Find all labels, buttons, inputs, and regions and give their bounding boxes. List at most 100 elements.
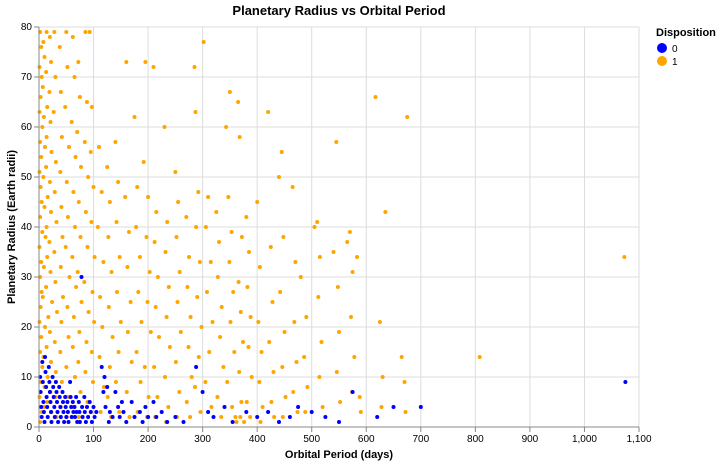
point-disposition-0 [165,420,170,424]
point-disposition-0 [49,410,53,414]
point-disposition-0 [623,380,628,384]
point-disposition-1 [399,355,404,359]
point-disposition-0 [211,415,216,419]
point-disposition-1 [178,330,183,334]
point-disposition-1 [92,320,97,324]
point-disposition-1 [192,65,197,69]
point-disposition-0 [350,390,355,394]
point-disposition-1 [201,40,206,44]
point-disposition-1 [67,275,72,279]
point-disposition-0 [194,365,199,369]
point-disposition-1 [49,210,53,214]
y-axis-ticks: 0 10 20 30 40 50 60 70 80 [21,22,39,433]
point-disposition-1 [86,310,91,314]
point-disposition-1 [302,355,307,359]
x-tick-label: 400 [249,434,266,445]
point-disposition-0 [41,400,46,404]
point-disposition-1 [47,35,52,39]
point-disposition-1 [188,315,193,319]
point-disposition-1 [76,360,81,364]
point-disposition-0 [65,410,70,414]
point-disposition-1 [73,375,77,379]
point-disposition-0 [124,420,129,424]
point-disposition-1 [146,395,151,399]
point-disposition-0 [88,410,93,414]
point-disposition-1 [75,130,80,134]
point-disposition-1 [402,380,407,384]
point-disposition-1 [87,30,92,34]
point-disposition-1 [41,175,46,179]
point-disposition-1 [237,135,242,139]
point-disposition-1 [277,175,281,179]
point-disposition-1 [66,335,71,339]
point-disposition-1 [304,315,309,319]
point-disposition-0 [42,420,47,424]
point-disposition-1 [163,375,167,379]
point-disposition-1 [278,290,283,294]
point-disposition-1 [134,350,139,354]
point-disposition-1 [166,285,171,289]
point-disposition-1 [233,415,238,419]
y-tick-label: 80 [21,22,33,33]
point-disposition-1 [59,205,64,209]
point-disposition-1 [347,230,352,234]
point-disposition-0 [44,385,49,389]
point-disposition-0 [121,410,126,414]
point-disposition-1 [215,395,220,399]
point-disposition-1 [128,300,133,304]
point-disposition-1 [67,145,71,149]
point-disposition-0 [80,405,85,409]
point-disposition-1 [157,335,161,339]
point-disposition-1 [73,155,78,159]
point-disposition-0 [77,410,82,414]
point-disposition-1 [53,280,58,284]
point-disposition-1 [58,350,63,354]
y-tick-label: 50 [21,172,33,183]
y-tick-label: 60 [21,122,33,133]
point-disposition-1 [70,345,75,349]
point-disposition-1 [63,245,68,249]
point-disposition-1 [45,375,50,379]
point-disposition-1 [49,360,53,364]
point-disposition-0 [86,415,91,419]
point-disposition-0 [47,380,52,384]
point-disposition-0 [51,385,56,389]
point-disposition-1 [64,365,69,369]
point-disposition-1 [76,415,81,419]
x-tick-label: 100 [85,434,102,445]
point-disposition-1 [232,350,237,354]
point-disposition-1 [270,300,275,304]
point-disposition-1 [246,345,251,349]
legend-label-0: 0 [672,44,678,55]
point-disposition-1 [89,350,94,354]
x-tick-label: 700 [412,434,429,445]
point-disposition-1 [280,365,285,369]
point-disposition-0 [58,415,63,419]
y-tick-label: 70 [21,72,33,83]
point-disposition-1 [91,185,96,189]
point-disposition-0 [49,420,54,424]
point-disposition-1 [217,240,221,244]
point-disposition-1 [219,415,224,419]
point-disposition-1 [38,185,43,189]
point-disposition-1 [184,400,189,404]
point-disposition-1 [40,365,45,369]
point-disposition-1 [255,200,260,204]
point-disposition-1 [357,395,362,399]
point-disposition-1 [295,410,300,414]
x-tick-label: 800 [467,434,484,445]
point-disposition-1 [279,150,284,154]
point-disposition-1 [151,65,156,69]
point-disposition-1 [258,420,263,424]
point-disposition-1 [163,250,168,254]
point-disposition-1 [215,275,220,279]
point-disposition-0 [43,370,48,374]
point-disposition-1 [224,125,229,129]
point-disposition-1 [64,30,69,34]
point-disposition-1 [42,55,47,59]
point-disposition-1 [198,410,203,414]
point-disposition-0 [79,275,84,279]
point-disposition-1 [40,125,45,129]
point-disposition-1 [124,60,129,64]
